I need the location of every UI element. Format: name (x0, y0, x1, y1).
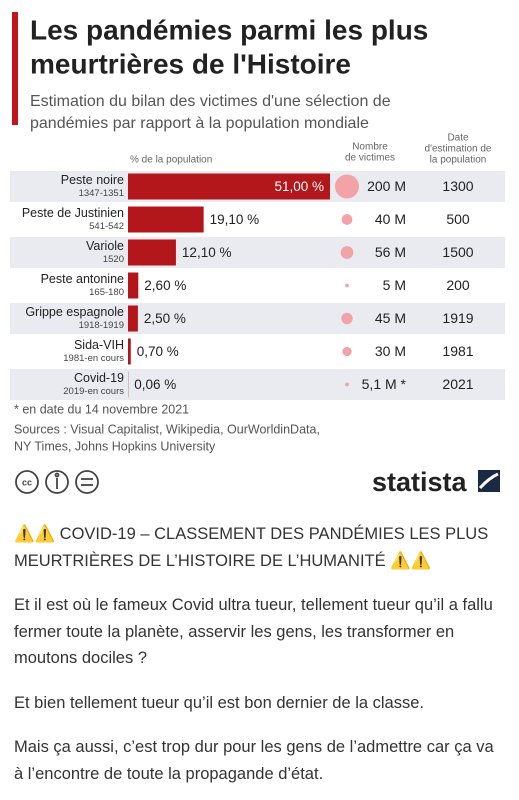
brand-logo (478, 470, 500, 492)
column-header: Nombre (352, 142, 388, 153)
brand: statista (372, 467, 468, 497)
bar (128, 272, 139, 299)
value-label: 2,50 % (144, 311, 186, 326)
victims-label: 56 M (375, 244, 406, 260)
chart-title: meurtrières de l'Histoire (30, 48, 351, 79)
year-label: 1919 (442, 310, 473, 326)
period-label: 2019-en cours (63, 386, 124, 397)
post: ⚠️⚠️ COVID-19 – CLASSEMENT DES PANDÉMIES… (0, 515, 519, 787)
victims-bubble (335, 174, 359, 199)
value-label: 12,10 % (182, 245, 232, 260)
value-label: 0,70 % (137, 344, 179, 359)
axis-label: % de la population (130, 155, 212, 166)
victims-label: 45 M (375, 310, 406, 326)
victims-bubble (341, 214, 353, 225)
year-label: 1500 (442, 244, 473, 260)
license-icons (15, 470, 99, 494)
post-paragraph: Mais ça aussi, c’est trop dur pour les g… (14, 738, 494, 783)
year-label: 200 (446, 277, 470, 293)
category-label: Covid-19 (74, 371, 124, 385)
chart-subtitle: pandémies par rapport à la population mo… (30, 115, 369, 132)
period-label: 541-542 (89, 221, 124, 232)
chart-subtitle: Estimation du bilan des victimes d'une s… (30, 93, 391, 110)
year-label: 1300 (442, 178, 473, 194)
bar (128, 305, 138, 332)
victims-label: 5,1 M * (362, 376, 407, 392)
victims-bubble (340, 246, 354, 259)
year-label: 2021 (442, 376, 473, 392)
period-label: 1981-en cours (63, 353, 124, 364)
victims-bubble (342, 346, 352, 357)
cc-icon: cc (22, 477, 32, 487)
category-label: Peste antonine (41, 272, 124, 286)
period-label: 1918-1919 (79, 320, 124, 331)
sources: Sources : Visual Capitalist, Wikipedia, … (14, 422, 320, 436)
post-heading: ⚠️⚠️ COVID-19 – CLASSEMENT DES PANDÉMIES… (14, 525, 489, 570)
value-label: 51,00 % (274, 179, 324, 194)
victims-bubble (341, 312, 353, 325)
post-paragraph: Et il est où le fameux Covid ultra tueur… (14, 596, 493, 667)
victims-bubble (345, 382, 349, 387)
victims-bubble (345, 283, 349, 288)
category-label: Variole (86, 239, 124, 253)
category-label: Grippe espagnole (25, 305, 124, 319)
column-header: Date (447, 133, 469, 144)
sources: NY Times, Johns Hopkins University (14, 439, 216, 453)
period-label: 1347-1351 (79, 188, 124, 199)
post-paragraph: Et bien tellement tueur qu’il est bon de… (14, 693, 424, 712)
category-label: Sida-VIH (74, 338, 124, 352)
column-header: la population (430, 155, 487, 166)
row-band (10, 369, 505, 400)
bar (128, 206, 204, 233)
year-label: 500 (446, 211, 470, 227)
row-band (10, 237, 505, 268)
value-label: 0,06 % (134, 377, 176, 392)
period-label: 1520 (103, 254, 124, 265)
value-label: 19,10 % (210, 212, 260, 227)
row-band (10, 303, 505, 334)
category-label: Peste noire (61, 173, 124, 187)
title-accent (12, 12, 18, 125)
footnote: * en date du 14 novembre 2021 (14, 402, 189, 416)
bar (128, 239, 176, 266)
chart-title: Les pandémies parmi les plus (30, 14, 428, 45)
bar (128, 338, 131, 365)
category-label: Peste de Justinien (22, 206, 124, 220)
column-header: de victimes (345, 153, 395, 164)
victims-label: 30 M (375, 343, 406, 359)
victims-label: 40 M (375, 211, 406, 227)
value-label: 2,60 % (144, 278, 186, 293)
chart: Les pandémies parmi les plus meurtrières… (10, 12, 505, 497)
column-header: d'estimation de (425, 144, 492, 155)
bar (128, 173, 330, 200)
victims-label: 200 M (367, 178, 406, 194)
victims-label: 5 M (383, 277, 406, 293)
year-label: 1981 (442, 343, 473, 359)
period-label: 165-180 (89, 287, 124, 298)
